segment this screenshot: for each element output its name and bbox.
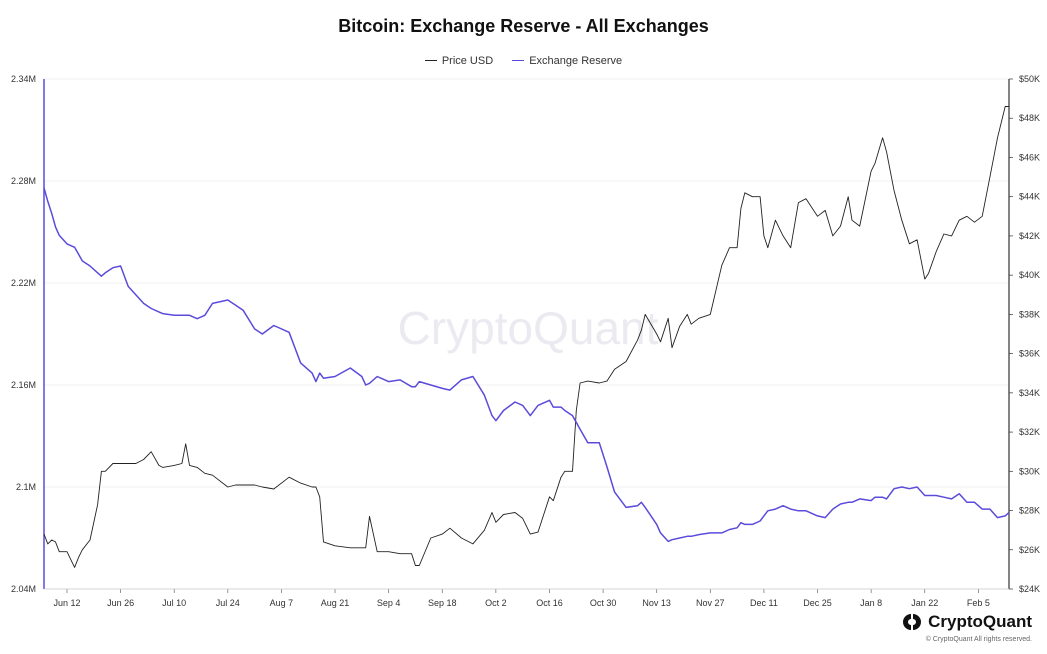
series-line-price-usd: [43, 106, 1009, 568]
y-left-tick-label: 2.22M: [11, 278, 36, 288]
y-left-tick-label: 2.28M: [11, 176, 36, 186]
brand-logo: CryptoQuant: [902, 612, 1032, 632]
brand-name: CryptoQuant: [928, 612, 1032, 631]
series-lines: [43, 106, 1010, 568]
y-right-tick-label: $48K: [1019, 113, 1040, 123]
x-tick-label: Aug 7: [270, 598, 294, 608]
legend-item-price[interactable]: Price USD: [424, 54, 494, 67]
y-right-tick-label: $26K: [1019, 545, 1040, 555]
y-left-tick-label: 2.04M: [11, 584, 36, 594]
x-tick-label: Nov 27: [696, 598, 725, 608]
watermark: CryptoQuant: [398, 302, 659, 354]
cryptoquant-logo-icon: [903, 614, 922, 630]
x-tick-label: Jan 22: [911, 598, 938, 608]
x-tick-label: Dec 11: [750, 598, 778, 608]
axes: 2.04M 2.1M 2.16M 2.22M 2.28M 2.34M $24K $26K $28…: [11, 74, 1040, 608]
x-tick-label: Nov 13: [642, 598, 671, 608]
x-tick-label: Jan 8: [860, 598, 882, 608]
y-right-tick-label: $28K: [1019, 506, 1040, 516]
y-right-tick-label: $40K: [1019, 270, 1040, 280]
y-left-tick-label: 2.16M: [11, 380, 36, 390]
x-tick-label: Oct 30: [590, 598, 617, 608]
x-tick-label: Feb 5: [967, 598, 990, 608]
x-tick-label: Aug 21: [321, 598, 350, 608]
y-right-tick-label: $34K: [1019, 388, 1040, 398]
x-tick-label: Sep 4: [377, 598, 401, 608]
y-right-tick-label: $44K: [1019, 192, 1040, 202]
y-left-tick-label: 2.1M: [16, 482, 36, 492]
x-tick-label: Oct 16: [536, 598, 563, 608]
x-tick-label: Sep 18: [428, 598, 457, 608]
legend-item-reserve[interactable]: Exchange Reserve: [512, 55, 622, 67]
x-tick-label: Jul 24: [216, 598, 240, 608]
x-tick-label: Jul 10: [162, 598, 186, 608]
legend-swatch-price: [424, 60, 437, 61]
y-right-tick-label: $46K: [1019, 152, 1040, 162]
series-line-exchange-reserve: [43, 187, 1010, 543]
legend-swatch-reserve: [512, 60, 525, 61]
x-tick-label: Oct 2: [485, 598, 507, 608]
x-tick-label: Jun 12: [53, 598, 80, 608]
y-right-tick-label: $24K: [1019, 584, 1040, 594]
x-tick-label: Jun 26: [107, 598, 134, 608]
y-right-tick-label: $38K: [1019, 309, 1040, 319]
legend: Price USD Exchange Reserve: [0, 52, 1047, 67]
x-tick-label: Dec 25: [803, 598, 832, 608]
y-right-tick-label: $50K: [1019, 74, 1040, 84]
y-right-tick-label: $36K: [1019, 349, 1040, 359]
y-right-tick-label: $42K: [1019, 231, 1040, 241]
legend-label-reserve: Exchange Reserve: [529, 54, 623, 67]
y-right-tick-label: $32K: [1019, 427, 1040, 437]
y-right-tick-label: $30K: [1019, 466, 1040, 476]
copyright: © CryptoQuant All rights reserved.: [925, 636, 1032, 643]
chart-title: Bitcoin: Exchange Reserve - All Exchange…: [338, 16, 709, 36]
legend-label-price: Price USD: [441, 54, 494, 67]
y-left-tick-label: 2.34M: [11, 74, 36, 84]
